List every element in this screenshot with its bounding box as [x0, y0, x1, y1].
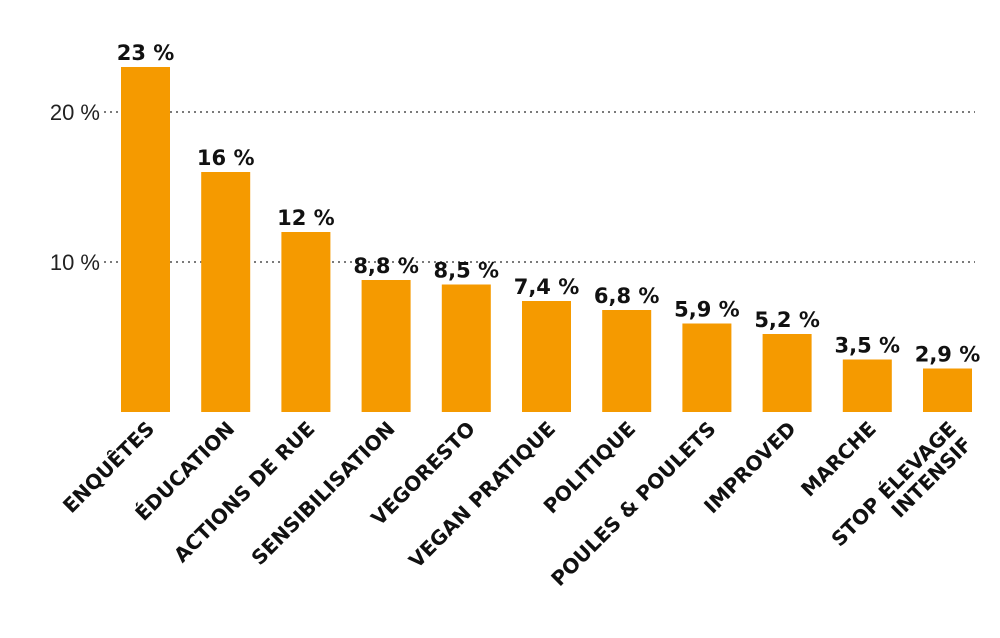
x-category-label: MARCHE [796, 417, 881, 502]
bar-value-label: 5,9 % [674, 298, 740, 322]
x-category-label-line: VEGAN PRATIQUE [404, 417, 560, 573]
x-category-label: SENSIBILISATION [246, 417, 399, 570]
x-category-label: VEGAN PRATIQUE [404, 417, 560, 573]
x-category-label-line: POULES & POULETS [546, 417, 720, 591]
bar [682, 323, 732, 412]
bar-value-label: 6,8 % [594, 284, 660, 308]
bar [281, 232, 331, 412]
bar [522, 301, 571, 412]
bar [762, 334, 812, 412]
value-label-layer: 23 % 16 % 12 % 8,8 % 8,5 % 7,4 % 6,8 % 5,9 % 5,2… [117, 41, 981, 367]
bar-value-label: 7,4 % [514, 275, 580, 299]
bar-value-label: 16 % [197, 146, 255, 170]
bar [121, 67, 170, 412]
bar-layer [121, 67, 972, 412]
x-category-label-line: ACTIONS DE RUE [169, 417, 320, 568]
bar [923, 368, 972, 412]
bar-value-label: 12 % [277, 206, 335, 230]
bar [201, 172, 251, 412]
bar [441, 284, 491, 412]
bar-value-label: 8,5 % [434, 259, 500, 283]
y-tick-label: 10 % [50, 250, 100, 275]
bar-value-label: 5,2 % [754, 308, 820, 332]
bar [602, 310, 652, 412]
x-category-label-line: MARCHE [796, 417, 881, 502]
grid-layer: 10 % 20 % [50, 100, 975, 275]
x-category-label: ACTIONS DE RUE [169, 417, 320, 568]
x-category-label: POULES & POULETS [546, 417, 720, 591]
x-category-label-line: SENSIBILISATION [246, 417, 399, 570]
bar-value-label: 8,8 % [353, 254, 419, 278]
y-tick-label: 20 % [50, 100, 100, 125]
bar [842, 359, 892, 412]
bar-value-label: 2,9 % [915, 343, 981, 367]
bar-value-label: 3,5 % [835, 334, 901, 358]
bar-value-label: 23 % [117, 41, 175, 65]
bar [361, 280, 411, 412]
